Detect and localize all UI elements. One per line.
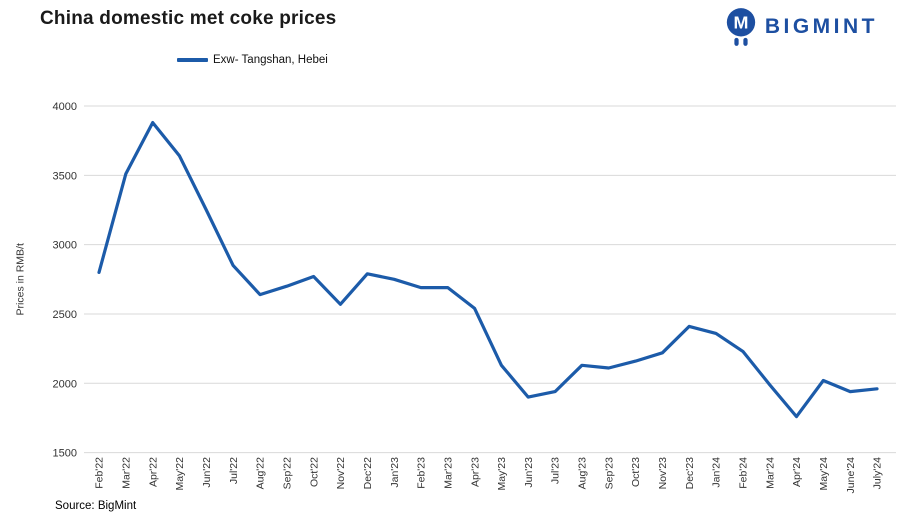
- x-tick-label: Feb'23: [416, 457, 428, 489]
- x-tick-label: Jun'23: [523, 457, 535, 488]
- bigmint-logo-icon: M: [726, 8, 756, 46]
- x-tick-label: Oct'22: [308, 457, 320, 487]
- x-tick-label: May'24: [818, 457, 830, 491]
- y-tick-label: 1500: [53, 448, 77, 460]
- x-tick-label: Jan'24: [711, 457, 723, 488]
- y-tick-label: 2000: [53, 378, 77, 390]
- x-tick-label: Apr'24: [791, 457, 803, 487]
- chart-legend: Exw- Tangshan, Hebei: [177, 54, 328, 66]
- x-tick-label: Aug'22: [255, 457, 267, 490]
- x-tick-label: Mar'22: [121, 457, 133, 489]
- bigmint-logo: M BIGMINT: [724, 7, 878, 47]
- x-tick-label: Feb'22: [94, 457, 106, 489]
- x-tick-label: Sep'22: [281, 457, 293, 490]
- x-tick-label: May'22: [174, 457, 186, 491]
- x-tick-label: Oct'23: [630, 457, 642, 487]
- x-tick-label: June'24: [845, 457, 857, 494]
- svg-text:M: M: [733, 12, 748, 32]
- x-tick-label: Sep'23: [603, 457, 615, 490]
- x-tick-label: Jan'23: [389, 457, 401, 488]
- y-axis-title: Prices in RMB/t: [15, 243, 27, 315]
- x-tick-label: Nov'23: [657, 457, 669, 490]
- bigmint-logo-text: BIGMINT: [764, 15, 878, 38]
- y-tick-label: 3000: [53, 240, 77, 252]
- x-tick-label: Dec'23: [684, 457, 696, 490]
- y-tick-label: 3500: [53, 170, 77, 182]
- y-tick-label: 2500: [53, 309, 77, 321]
- x-tick-label: July'24: [872, 457, 884, 490]
- source-note: Source: BigMint: [55, 500, 137, 512]
- x-tick-label: Nov'22: [335, 457, 347, 490]
- x-tick-label: Jul'23: [550, 457, 562, 484]
- x-tick-label: Apr'23: [469, 457, 481, 487]
- x-tick-label: May'23: [496, 457, 508, 491]
- x-tick-label: Mar'23: [442, 457, 454, 489]
- x-tick-label: Apr'22: [147, 457, 159, 487]
- page-title: China domestic met coke prices: [40, 8, 337, 29]
- x-tick-label: Jul'22: [228, 457, 240, 484]
- x-tick-label: Jun'22: [201, 457, 213, 488]
- series-line-exw-tangshan: [97, 120, 879, 419]
- y-tick-label: 4000: [53, 101, 77, 113]
- x-tick-label: Feb'24: [738, 457, 750, 489]
- x-tick-label: Dec'22: [362, 457, 374, 490]
- x-tick-label: Aug'23: [577, 457, 589, 490]
- legend-line-swatch: [177, 58, 208, 62]
- x-tick-label: Mar'24: [764, 457, 776, 489]
- legend-label: Exw- Tangshan, Hebei: [213, 54, 328, 66]
